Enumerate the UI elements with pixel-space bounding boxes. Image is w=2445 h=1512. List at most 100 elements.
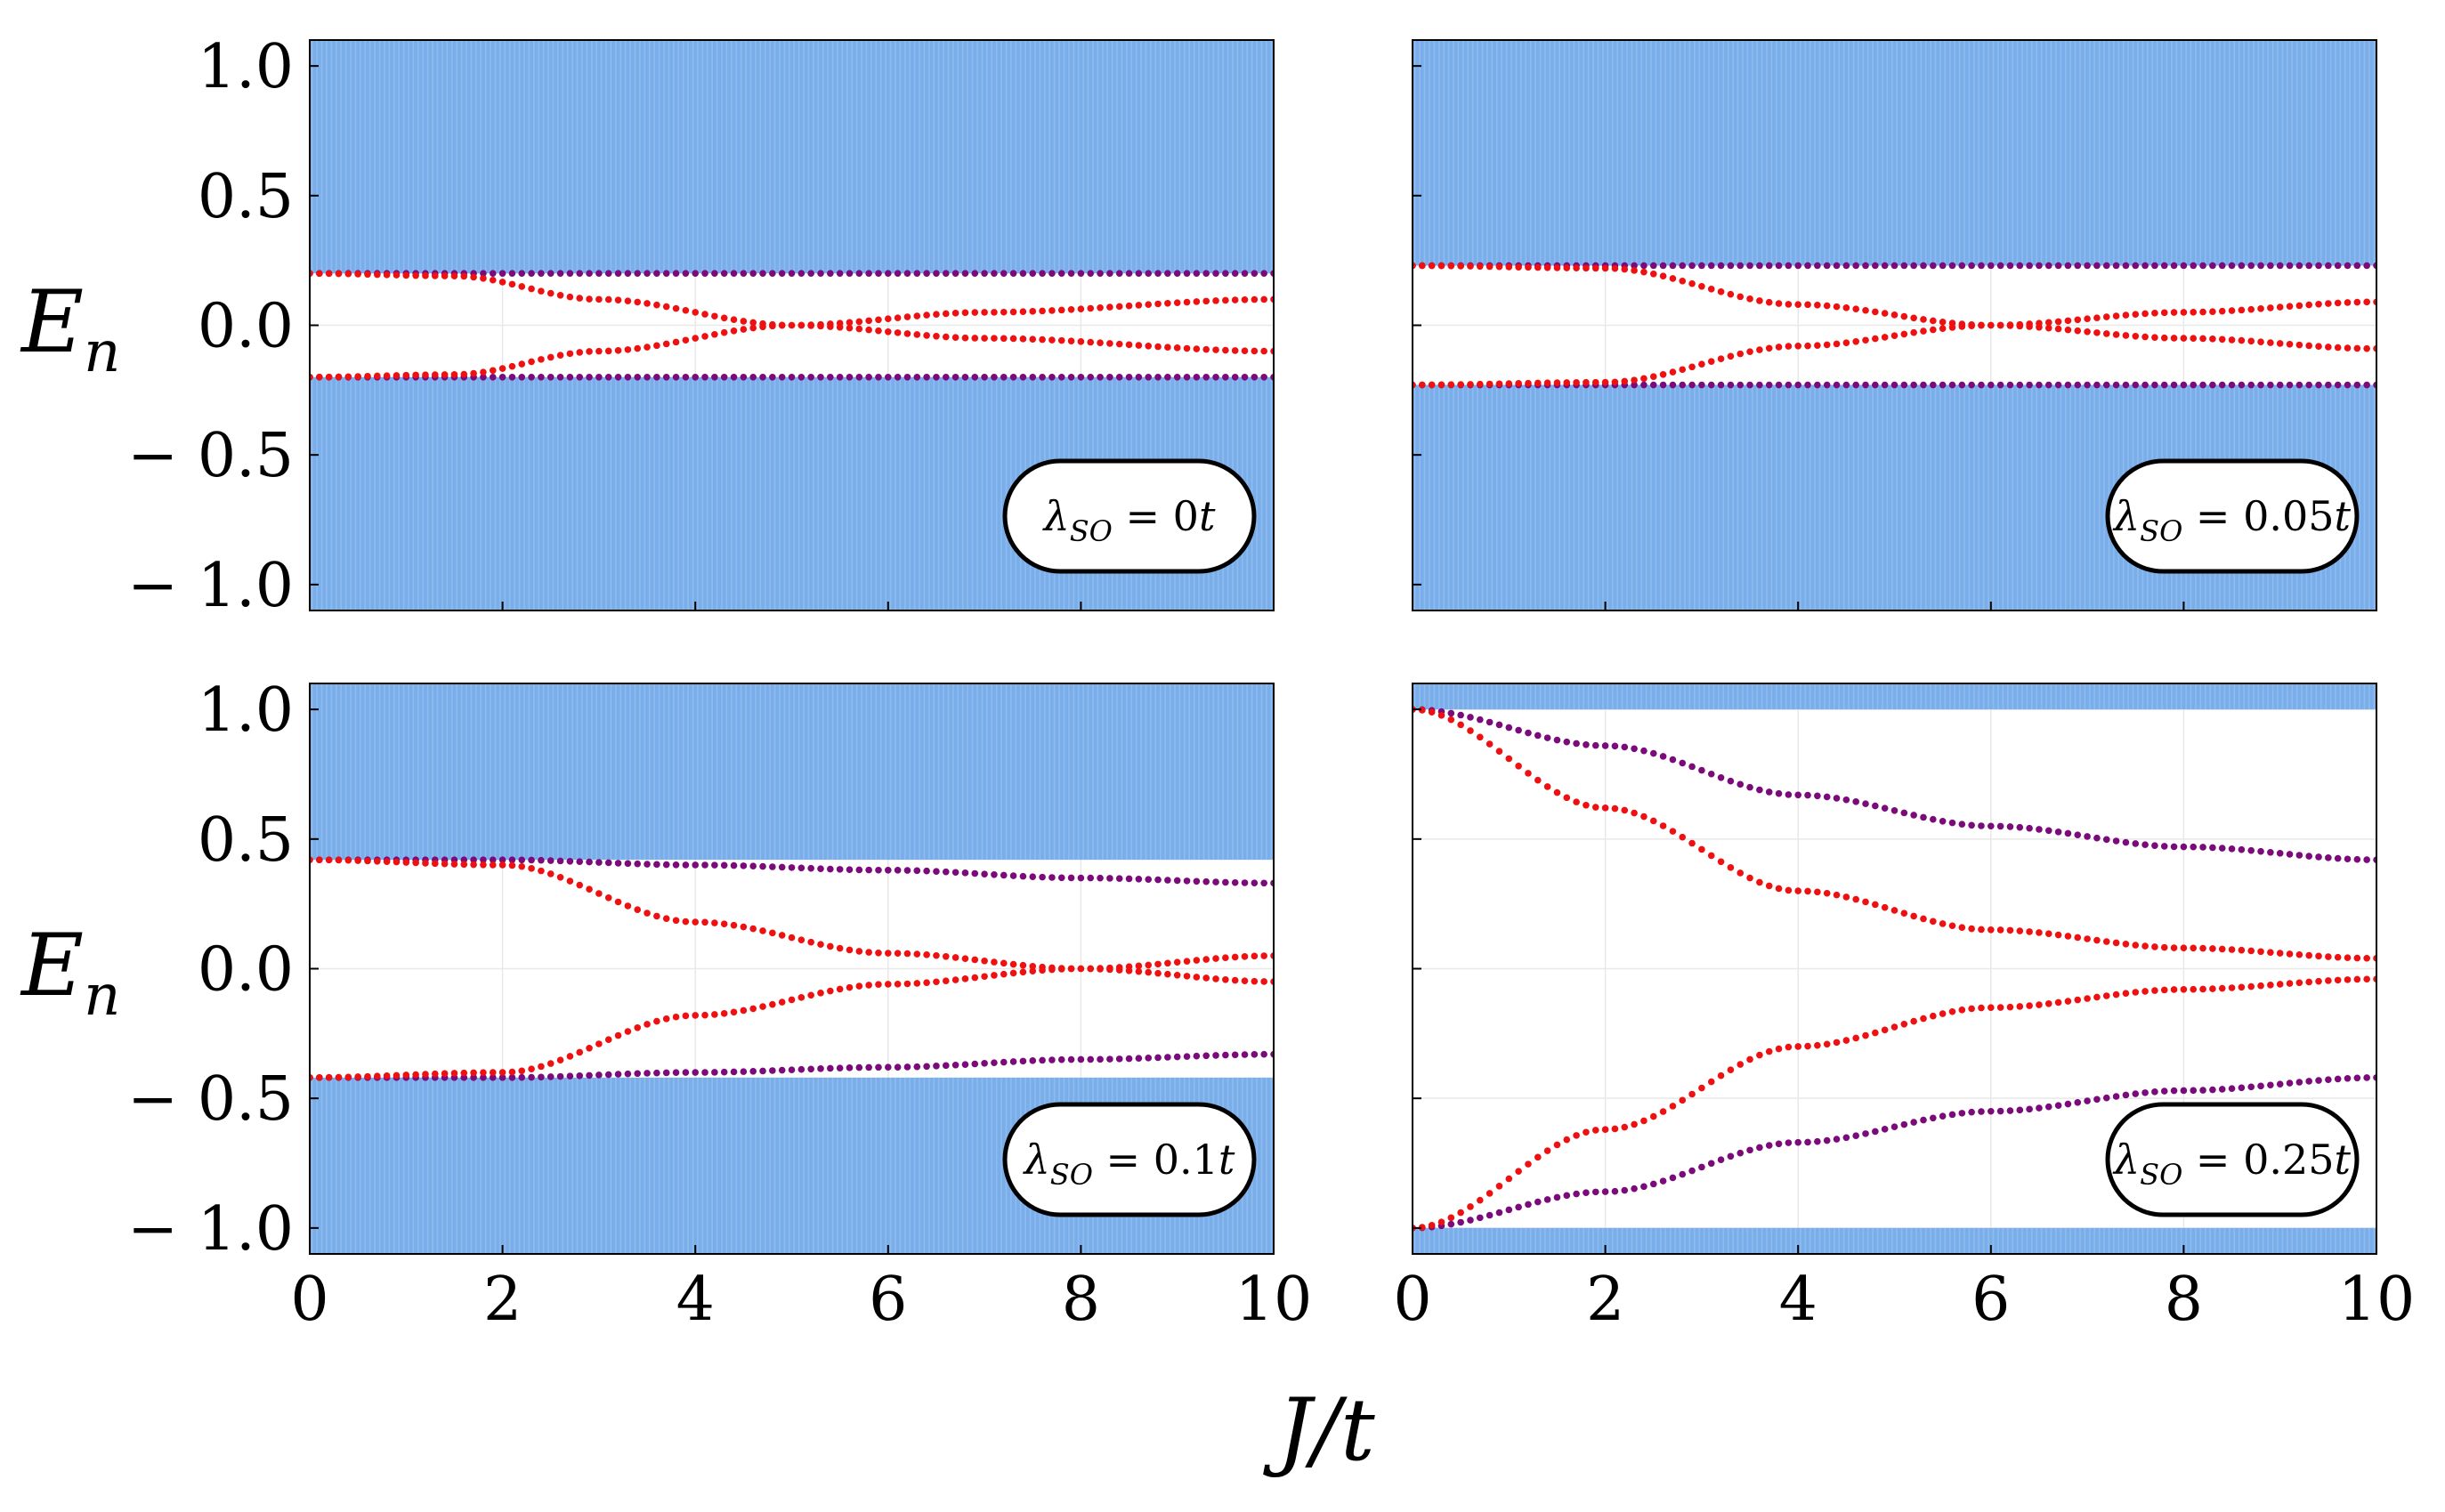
data-point <box>1515 263 1522 271</box>
data-point <box>885 950 892 957</box>
data-point <box>1447 1214 1455 1222</box>
data-point <box>672 304 680 312</box>
data-point <box>1669 1103 1677 1110</box>
data-point <box>2064 998 2072 1005</box>
data-point <box>1890 332 1899 339</box>
data-point <box>1260 270 1267 278</box>
data-point <box>402 859 410 866</box>
data-point <box>836 270 844 278</box>
data-point <box>1910 812 1917 819</box>
x-tick-label: 8 <box>2165 1265 2203 1335</box>
data-point <box>566 857 574 865</box>
data-point <box>325 1073 333 1081</box>
data-point <box>855 1063 863 1071</box>
data-point <box>759 373 766 381</box>
data-point <box>1087 874 1095 882</box>
data-point <box>2247 982 2255 990</box>
data-point <box>624 1070 632 1078</box>
data-point <box>2026 824 2033 832</box>
data-point <box>1881 1026 1889 1034</box>
data-point <box>662 340 670 348</box>
data-point <box>1669 828 1677 835</box>
data-point <box>1563 264 1571 271</box>
data-point <box>2363 381 2370 389</box>
data-point <box>1698 845 1705 853</box>
data-point <box>1679 277 1687 285</box>
data-point <box>1534 379 1542 387</box>
data-point <box>595 859 603 866</box>
data-point <box>913 331 921 338</box>
data-point <box>682 918 690 926</box>
x-tick-label: 10 <box>1235 1265 1313 1335</box>
data-point <box>1057 874 1065 882</box>
data-point <box>2112 939 2120 947</box>
data-point <box>1154 876 1162 884</box>
data-point <box>807 322 814 329</box>
data-point <box>1125 341 1133 349</box>
annotation-eq: = 0.1 <box>1093 1136 1218 1184</box>
data-point <box>1202 877 1210 885</box>
data-point <box>720 314 728 322</box>
data-point <box>2170 309 2178 316</box>
data-point <box>1958 323 1966 330</box>
data-point <box>1930 262 1937 270</box>
data-point <box>1872 1029 1879 1037</box>
data-point <box>1621 743 1629 751</box>
data-point <box>634 860 642 868</box>
data-point <box>1659 822 1667 829</box>
data-point <box>1173 971 1181 979</box>
data-point <box>595 295 603 303</box>
data-point <box>316 856 323 863</box>
data-point <box>769 929 776 937</box>
data-point <box>1939 325 1947 332</box>
data-point <box>1154 373 1162 381</box>
data-point <box>1437 712 1445 719</box>
data-point <box>2209 1086 2216 1094</box>
data-point <box>2276 262 2284 270</box>
data-point <box>1260 295 1267 303</box>
data-point <box>1707 852 1715 860</box>
data-point <box>431 371 439 378</box>
data-point <box>2054 325 2062 333</box>
data-point <box>827 1064 834 1072</box>
data-point <box>1679 366 1687 374</box>
data-point <box>508 1068 516 1076</box>
data-point <box>1968 381 1975 389</box>
data-point <box>566 270 574 278</box>
data-point <box>1601 742 1609 749</box>
data-point <box>1154 270 1162 278</box>
data-point <box>1939 1010 1947 1017</box>
data-point <box>788 996 796 1004</box>
data-point <box>2036 826 2043 833</box>
data-point <box>1154 343 1162 351</box>
data-point <box>2295 341 2303 349</box>
data-point <box>393 372 401 379</box>
data-point <box>797 936 806 943</box>
data-point <box>827 323 834 330</box>
data-point <box>942 310 950 318</box>
data-point <box>1939 1112 1947 1120</box>
data-point <box>1222 346 1229 354</box>
data-point <box>2247 305 2255 313</box>
data-point <box>2305 301 2312 309</box>
data-point <box>576 858 584 865</box>
data-point <box>923 979 930 986</box>
data-point <box>1852 381 1859 389</box>
data-point <box>1814 381 1821 389</box>
data-point <box>933 270 940 278</box>
data-point <box>701 373 708 381</box>
data-point <box>1659 370 1667 378</box>
data-point <box>740 373 748 381</box>
data-point <box>1833 381 1841 389</box>
data-point <box>460 861 468 869</box>
data-point <box>778 863 786 871</box>
data-point <box>855 325 863 333</box>
data-point <box>1173 958 1181 966</box>
data-point <box>2180 335 2188 342</box>
data-point <box>2267 339 2274 346</box>
data-point <box>1746 783 1753 791</box>
data-point <box>2199 381 2206 389</box>
data-point <box>1164 300 1171 307</box>
data-point <box>614 1071 622 1078</box>
